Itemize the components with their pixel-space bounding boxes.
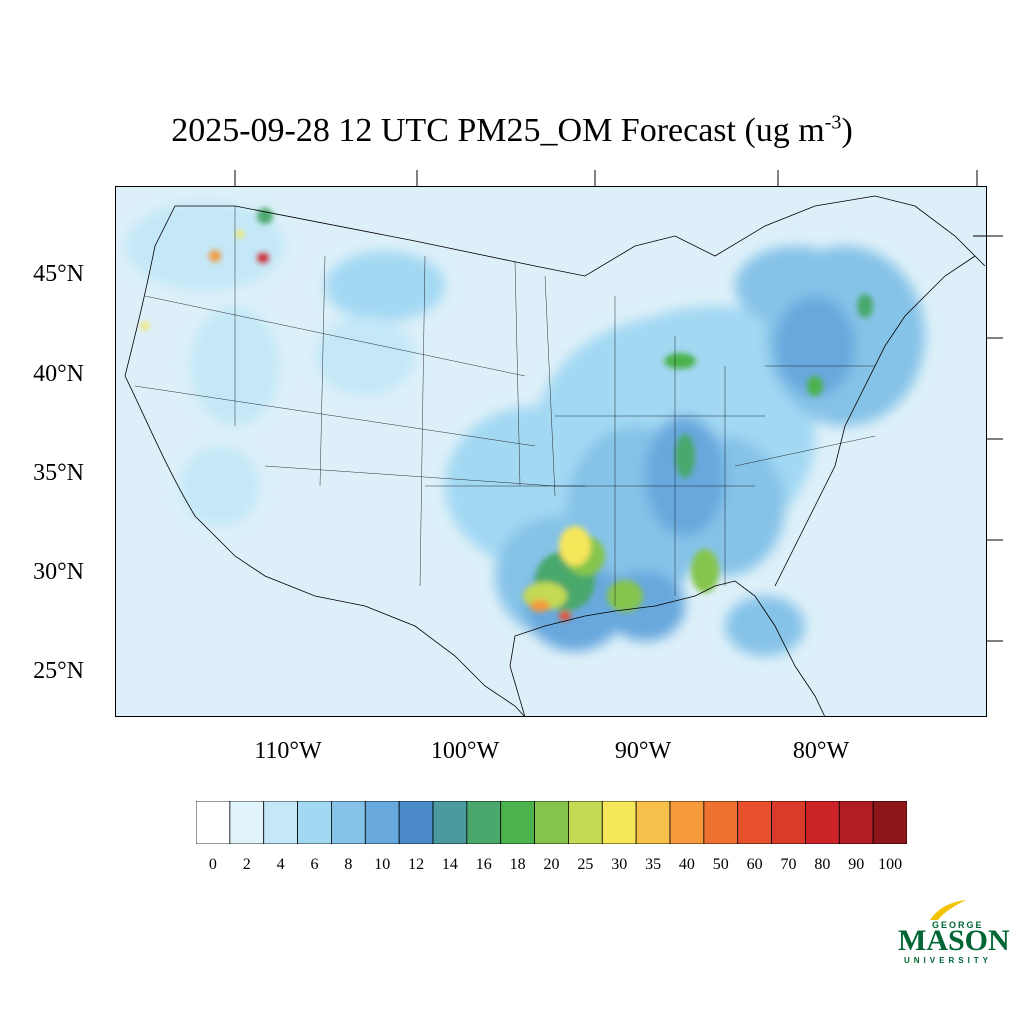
axis-ticks [973,235,987,237]
colorbar-bin [635,801,671,844]
northern-border [124,195,986,377]
top-ticks [234,170,978,186]
colorbar-tick-label: 14 [441,856,458,873]
colorbar-bin [872,801,907,844]
western-coast [124,375,526,717]
colorbar-bin [297,801,332,844]
colorbar-tick-label: 60 [746,856,763,873]
colorbar-tick-label: 12 [408,856,425,873]
forecast-map [115,186,987,717]
colorbar-bin [263,801,298,844]
colorbar-tick-label: 30 [611,856,628,873]
colorbar-tick-label: 100 [878,856,903,873]
colorbar-tick-label: 50 [712,856,729,873]
colorbar-bin [534,801,569,844]
lat-label-45: 45°N [33,261,84,287]
map-frame [115,186,987,717]
logo-flame-icon [930,900,966,920]
colorbar-tick-label: 80 [814,856,831,873]
colorbar-bin [669,801,705,844]
lon-label-110w: 110°W [254,738,322,764]
colorbar-bin [432,801,468,844]
colorbar-tick-label: 25 [577,856,594,873]
lat-label-35: 35°N [33,460,84,486]
colorbar-tick-label: 4 [276,856,285,873]
colorbar-bin [466,801,502,844]
right-ticks [987,235,1003,642]
logo-line2: MASON [898,924,1010,957]
lat-label-40: 40°N [33,361,84,387]
colorbar-tick-label: 40 [678,856,695,873]
colorbar-tick-label: 6 [310,856,319,873]
colorbar-tick-label: 16 [475,856,492,873]
colorbar-tick-label: 8 [344,856,353,873]
colorbar-bin [771,801,806,844]
colorbar-tick-label: 90 [848,856,865,873]
colorbar-bin [568,801,603,844]
concentration-field [125,201,925,656]
logo-line3: UNIVERSITY [904,956,993,965]
university-logo: GEORGE MASON UNIVERSITY [896,898,1010,968]
lon-label-100w: 100°W [430,738,500,764]
colorbar-bin [703,801,739,844]
lat-label-30: 30°N [33,559,84,585]
colorbar-bin [500,801,535,844]
colorbar-tick-label: 10 [374,856,391,873]
lon-label-80w: 80°W [792,738,850,764]
colorbar-tick-label: 70 [780,856,797,873]
colorbar-tick-label: 35 [645,856,662,873]
eastern-coast [774,255,976,587]
colorbar-bin [229,801,265,844]
gulf-coast [509,580,826,717]
colorbar-bin [398,801,434,844]
colorbar-bin [364,801,400,844]
colorbar-tick-label: 0 [208,856,217,873]
colorbar-bin [331,801,366,844]
lon-label-90w: 90°W [614,738,672,764]
map-title: 2025-09-28 12 UTC PM25_OM Forecast (ug m… [171,111,853,149]
colorbar-bin [601,801,637,844]
lat-label-25: 25°N [33,658,84,684]
concentration-hotspots [141,208,873,621]
colorbar-tick-label: 20 [543,856,560,873]
logo-line1: GEORGE [932,920,984,930]
colorbar-tick-label: 18 [509,856,526,873]
colorbar-bin [805,801,840,844]
colorbar-tick-label: 2 [242,856,251,873]
colorbar [196,801,907,844]
state-boundaries [134,206,876,606]
colorbar-bin [838,801,874,844]
colorbar-bin [196,801,231,844]
colorbar-bin [737,801,772,844]
